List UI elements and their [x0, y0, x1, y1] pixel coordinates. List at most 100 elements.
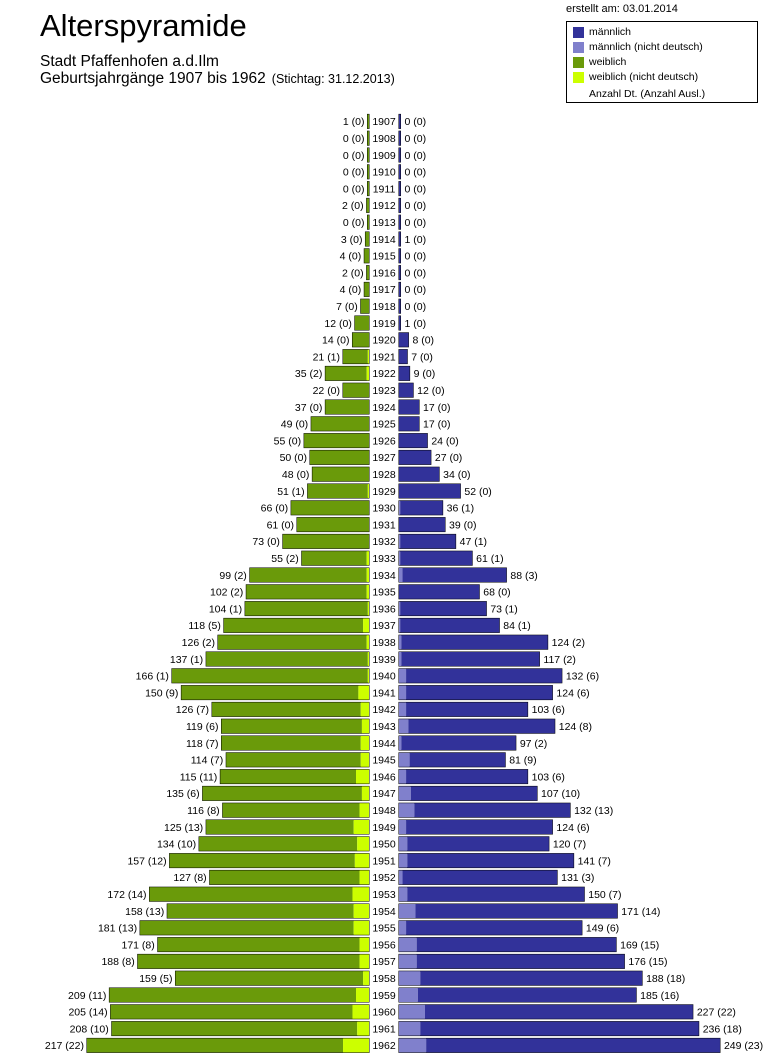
female-value-label: 1 (0) [343, 116, 365, 128]
male-value-label: 47 (1) [460, 536, 487, 548]
female-german-bar [212, 702, 361, 717]
male-value-label: 1 (0) [405, 234, 427, 246]
male-foreign-bar [399, 1038, 427, 1053]
male-value-label: 0 (0) [405, 133, 427, 145]
year-label: 1933 [372, 553, 396, 565]
female-value-label: 2 (0) [342, 200, 364, 212]
male-foreign-bar [399, 719, 409, 734]
male-value-label: 131 (3) [561, 872, 594, 884]
female-foreign-bar [356, 988, 369, 1002]
male-foreign-bar [399, 971, 421, 986]
female-foreign-bar [353, 920, 369, 935]
female-value-label: 188 (8) [101, 956, 134, 968]
female-foreign-bar [366, 568, 369, 582]
year-label: 1929 [372, 486, 396, 498]
female-foreign-bar [353, 904, 369, 918]
male-value-label: 17 (0) [423, 402, 450, 414]
female-value-label: 115 (11) [180, 771, 218, 783]
male-german-bar [415, 904, 618, 918]
male-value-label: 17 (0) [423, 419, 450, 431]
female-german-bar [291, 500, 369, 515]
female-foreign-bar [352, 1004, 369, 1019]
female-value-label: 205 (14) [68, 1007, 107, 1019]
year-label: 1915 [372, 251, 396, 263]
female-value-label: 134 (10) [157, 839, 196, 851]
female-german-bar [149, 887, 353, 902]
female-german-bar [245, 601, 368, 616]
female-german-bar [304, 433, 369, 448]
male-german-bar [406, 668, 562, 683]
male-value-label: 73 (1) [490, 603, 517, 615]
male-german-bar [399, 349, 408, 364]
male-foreign-bar [399, 500, 401, 515]
male-german-bar [400, 500, 443, 515]
female-foreign-bar [363, 618, 369, 633]
female-german-bar [111, 1021, 358, 1036]
year-label: 1948 [372, 805, 396, 817]
female-german-bar [175, 971, 364, 986]
legend-swatch-maennlich-nicht-deutsch [573, 42, 584, 53]
male-foreign-bar [399, 736, 402, 750]
year-label: 1928 [372, 469, 396, 481]
legend-label-weiblich: weiblich [589, 56, 627, 68]
female-german-bar [223, 618, 364, 633]
male-german-bar [400, 534, 456, 549]
male-german-bar [406, 920, 582, 935]
female-german-bar [140, 920, 354, 935]
female-foreign-bar [367, 652, 369, 666]
male-german-bar [399, 467, 440, 482]
subtitle-years-text: Geburtsjahrgänge 1907 bis 1962 [40, 70, 266, 87]
male-foreign-bar [399, 920, 407, 935]
female-value-label: 217 (22) [45, 1040, 84, 1052]
female-value-label: 171 (8) [121, 939, 154, 951]
female-foreign-bar [353, 820, 369, 834]
male-value-label: 149 (6) [586, 923, 619, 935]
male-value-label: 176 (15) [628, 956, 667, 968]
male-german-bar [399, 181, 401, 196]
year-label: 1932 [372, 536, 396, 548]
year-label: 1937 [372, 620, 396, 632]
male-foreign-bar [399, 685, 407, 700]
male-foreign-bar [399, 853, 408, 868]
female-value-label: 119 (6) [186, 721, 219, 733]
male-value-label: 84 (1) [503, 620, 530, 632]
male-value-label: 97 (2) [520, 738, 547, 750]
year-label: 1959 [372, 990, 396, 1002]
female-german-bar [157, 937, 360, 952]
male-value-label: 0 (0) [405, 183, 427, 195]
chart-title: Alterspyramide [40, 8, 247, 43]
year-label: 1921 [372, 351, 396, 363]
male-foreign-bar [399, 769, 407, 784]
female-foreign-bar [359, 870, 369, 885]
male-german-bar [399, 131, 401, 146]
male-foreign-bar [399, 652, 402, 666]
male-foreign-bar [399, 668, 407, 683]
male-value-label: 124 (6) [556, 822, 589, 834]
female-german-bar [167, 904, 354, 918]
female-german-bar [171, 668, 368, 683]
year-label: 1962 [372, 1040, 396, 1052]
female-foreign-bar [361, 786, 369, 801]
female-german-bar [282, 534, 369, 549]
male-german-bar [400, 601, 487, 616]
year-label: 1934 [372, 570, 396, 582]
female-value-label: 4 (0) [340, 251, 362, 263]
female-foreign-bar [352, 887, 369, 902]
female-value-label: 137 (1) [170, 654, 203, 666]
female-german-bar [343, 349, 368, 364]
female-value-label: 2 (0) [342, 267, 364, 279]
female-german-bar [366, 198, 369, 213]
year-label: 1909 [372, 150, 396, 162]
female-value-label: 118 (5) [188, 620, 221, 632]
female-value-label: 172 (14) [107, 889, 146, 901]
female-value-label: 0 (0) [343, 217, 365, 229]
male-german-bar [399, 282, 401, 297]
year-label: 1918 [372, 301, 396, 313]
male-value-label: 103 (6) [532, 771, 565, 783]
legend-swatch-weiblich [573, 57, 584, 68]
male-german-bar [399, 114, 401, 129]
male-value-label: 124 (2) [552, 637, 585, 649]
male-value-label: 27 (0) [435, 452, 462, 464]
year-label: 1922 [372, 368, 396, 380]
male-value-label: 0 (0) [405, 267, 427, 279]
